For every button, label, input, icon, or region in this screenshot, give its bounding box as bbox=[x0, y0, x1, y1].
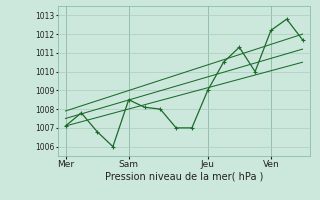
X-axis label: Pression niveau de la mer( hPa ): Pression niveau de la mer( hPa ) bbox=[105, 172, 263, 182]
